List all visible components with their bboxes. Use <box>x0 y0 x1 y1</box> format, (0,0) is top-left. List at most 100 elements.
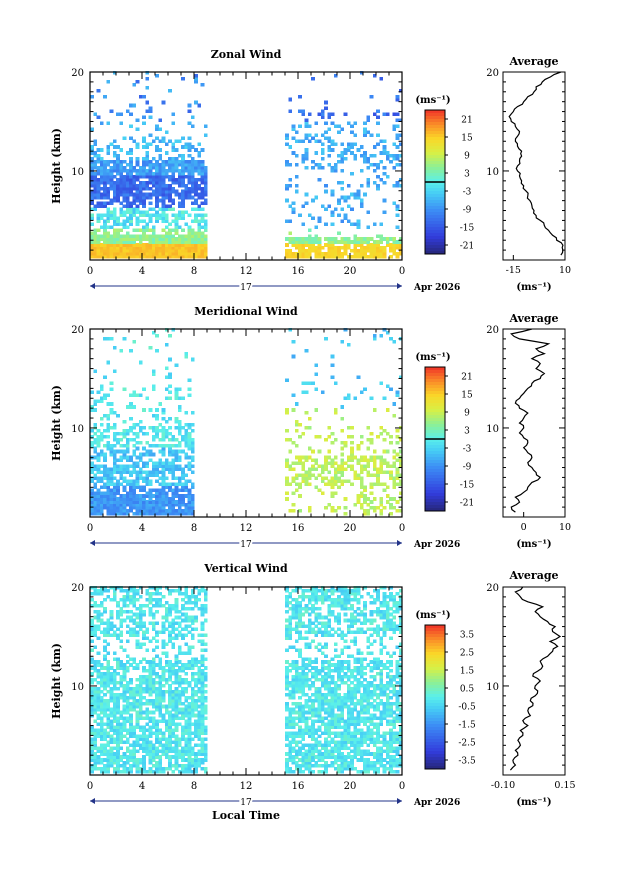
heatmap-cell <box>350 426 354 430</box>
heatmap-cell <box>129 764 133 768</box>
heatmap-cell <box>317 692 322 697</box>
heatmap-cell <box>129 586 133 590</box>
heatmap-cell <box>307 243 312 247</box>
heatmap-cell <box>151 237 156 241</box>
heatmap-cell <box>177 180 182 185</box>
heatmap-cell <box>142 139 146 143</box>
heatmap-cell <box>184 485 189 489</box>
heatmap-cell <box>109 411 114 415</box>
heatmap-cell <box>307 112 312 117</box>
heatmap-cell <box>116 464 120 469</box>
heatmap-cell <box>171 163 176 167</box>
heatmap-cell <box>161 698 166 703</box>
heatmap-cell <box>161 713 166 718</box>
heatmap-cell <box>119 458 124 463</box>
heatmap-cell <box>382 166 387 170</box>
heatmap-cell <box>294 240 299 244</box>
heatmap-cell <box>106 713 111 718</box>
heatmap-cell <box>132 207 137 212</box>
heatmap-cell <box>307 684 312 688</box>
heatmap-cell <box>161 672 166 676</box>
heatmap-cell <box>187 163 192 167</box>
heatmap-cell <box>164 174 169 179</box>
heatmap-cell <box>392 249 397 253</box>
heatmap-cell <box>103 627 107 632</box>
colorbar-segment <box>425 373 445 377</box>
heatmap-cell <box>353 133 358 137</box>
heatmap-cell <box>203 728 208 733</box>
heatmap-cell <box>291 210 296 215</box>
heatmap-cell <box>155 654 159 658</box>
heatmap-cell <box>151 243 156 247</box>
heatmap-cell <box>161 428 166 433</box>
heatmap-cell <box>93 246 98 250</box>
heatmap-cell <box>125 716 130 721</box>
colorbar-segment <box>425 418 445 422</box>
heatmap-cell <box>395 246 400 250</box>
heatmap-cell <box>389 249 393 253</box>
heatmap-cell <box>109 609 114 614</box>
heatmap-cell <box>171 695 176 700</box>
heatmap-cell <box>311 752 315 756</box>
heatmap-cell <box>93 180 98 185</box>
heatmap-cell <box>161 177 166 182</box>
heatmap-cell <box>99 157 104 161</box>
heatmap-cell <box>181 681 185 685</box>
heatmap-cell <box>363 464 367 469</box>
heatmap-cell <box>291 737 296 741</box>
heatmap-cell <box>291 393 296 397</box>
heatmap-cell <box>363 458 367 463</box>
heatmap-cell <box>385 240 390 244</box>
heatmap-cell <box>112 755 117 759</box>
heatmap-cell <box>314 761 319 765</box>
heatmap-cell <box>363 455 367 460</box>
heatmap-cell <box>372 458 377 463</box>
heatmap-cell <box>294 630 299 635</box>
heatmap-cell <box>99 237 104 241</box>
heatmap-cell <box>142 743 146 747</box>
heatmap-cell <box>161 678 166 682</box>
heatmap-cell <box>145 770 150 774</box>
heatmap-cell <box>161 195 166 200</box>
heatmap-cell <box>119 234 124 238</box>
heatmap-cell <box>385 243 390 247</box>
heatmap-cell <box>112 731 117 736</box>
heatmap-cell <box>132 728 137 733</box>
heatmap-cell <box>99 169 104 173</box>
heatmap-cell <box>106 434 111 439</box>
heatmap-cell <box>145 461 150 466</box>
heatmap-cell <box>194 678 198 682</box>
heatmap-cell <box>109 695 114 700</box>
heatmap-cell <box>158 240 163 244</box>
heatmap-cell <box>90 240 94 244</box>
heatmap-cell <box>161 464 166 469</box>
heatmap-cell <box>148 710 153 715</box>
heatmap-cell <box>164 467 169 472</box>
heatmap-cell <box>285 767 289 771</box>
heatmap-cell <box>103 375 107 380</box>
heatmap-cell <box>177 234 182 238</box>
heatmap-cell <box>356 225 361 229</box>
heatmap-cell <box>304 136 309 140</box>
heatmap-cell <box>350 207 354 212</box>
heatmap-cell <box>96 704 101 709</box>
heatmap-cell <box>194 246 198 250</box>
heatmap-cell <box>106 423 111 427</box>
profile-line <box>508 72 564 256</box>
heatmap-cell <box>366 246 371 250</box>
heatmap-cell <box>103 734 107 738</box>
heatmap-cell <box>194 660 198 664</box>
heatmap-cell <box>327 249 332 253</box>
heatmap-cell <box>320 252 325 256</box>
heatmap-cell <box>168 621 172 626</box>
heatmap-cell <box>161 624 166 629</box>
heatmap-cell <box>190 423 195 427</box>
heatmap-cell <box>389 237 393 241</box>
heatmap-cell <box>93 207 98 212</box>
heatmap-cell <box>187 707 192 712</box>
heatmap-cell <box>151 512 156 516</box>
heatmap-cell <box>112 213 117 218</box>
heatmap-cell <box>288 615 293 620</box>
heatmap-cell <box>190 675 195 679</box>
heatmap-cell <box>119 455 124 460</box>
